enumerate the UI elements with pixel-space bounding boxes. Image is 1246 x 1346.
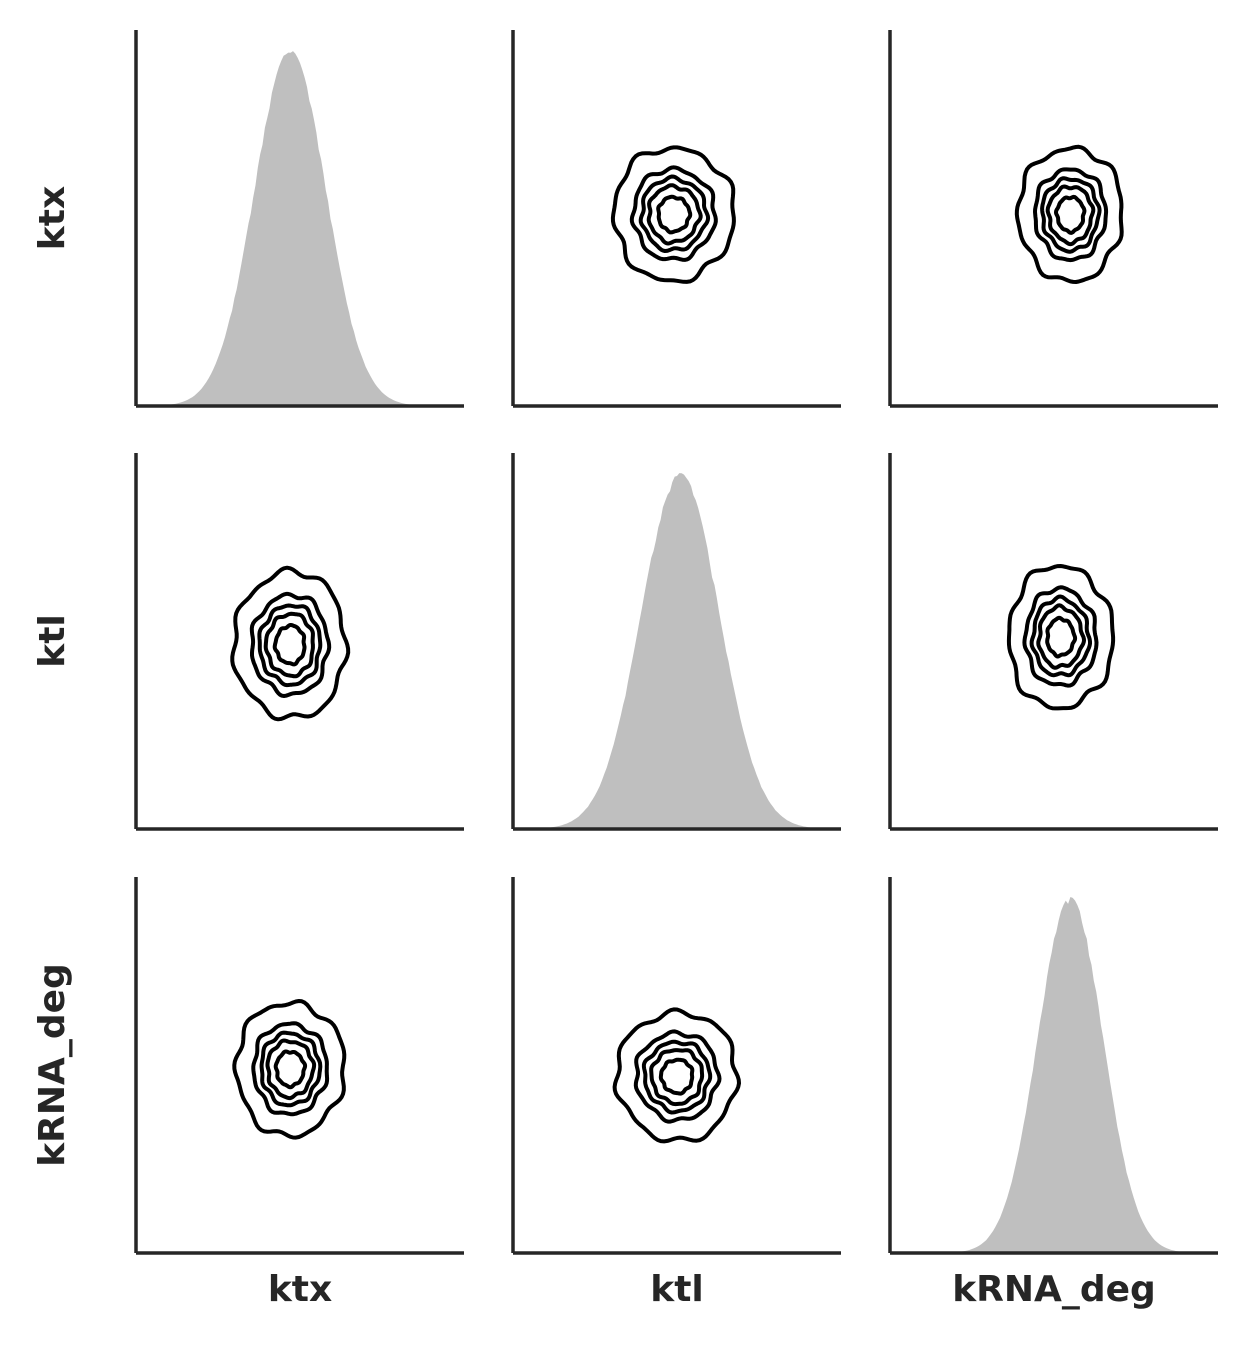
panel-r2-c0-contour-level-4 [265, 1038, 317, 1101]
panel-r2-c0-contour-level-2 [251, 1021, 330, 1117]
panel-r1-c0-contour-level-3 [257, 603, 323, 688]
panel-r0-c1-contour-level-3 [638, 174, 711, 253]
panel-r2-c1-contour-level-2 [633, 1029, 722, 1124]
panel-r1-c2-contour-level-2 [1022, 585, 1099, 688]
panel-r1-c2-contour-level-1 [1006, 564, 1116, 711]
panel-r0-c1-contour-level-2 [629, 165, 718, 262]
panel-r0-c1-contour-level-5 [656, 194, 693, 235]
panel-r0-c2-contour-level-4 [1045, 184, 1096, 247]
panel-r2-c1-contour-level-3 [641, 1039, 713, 1115]
panel-r1-c1-kde-fill [513, 473, 841, 829]
panel-r1-c0-contour-level-1 [230, 565, 351, 722]
x-axis-label-ktx: ktx [268, 1269, 332, 1310]
panel-r2-c0-contour-level-3 [259, 1030, 323, 1108]
panel-r2-c1-contour-level-4 [649, 1048, 705, 1107]
panel-r2-c1-contour-level-1 [612, 1007, 741, 1144]
panel-r1-c0-contour-level-4 [263, 611, 315, 679]
panel-r0-c1-contour-level-4 [646, 183, 703, 246]
panel-r0-c2-contour-level-1 [1014, 144, 1124, 284]
panel-r1-c2-contour-level-4 [1036, 603, 1086, 670]
panel-r2-c0-contour-level-1 [232, 999, 347, 1140]
panel-r0-c0-kde-fill [136, 51, 464, 406]
panel-r1-c0-contour-level-5 [272, 623, 307, 667]
panel-r0-c2-contour-level-2 [1033, 167, 1109, 263]
x-axis-label-ktl: ktl [650, 1269, 704, 1310]
panel-r1-c0-contour-level-2 [249, 591, 332, 698]
y-axis-label-ktl: ktl [32, 614, 73, 668]
panel-r0-c2-contour-level-3 [1040, 176, 1102, 254]
panel-r2-c1-contour-level-5 [658, 1057, 695, 1096]
panel-r2-c0-contour-level-5 [273, 1049, 308, 1090]
panel-r1-c2-contour-level-5 [1045, 615, 1078, 659]
panel-r0-c2-contour-level-5 [1054, 194, 1087, 235]
x-axis-label-kRNA_deg: kRNA_deg [952, 1269, 1156, 1310]
panel-r0-c1-contour-level-1 [610, 145, 736, 284]
y-axis-label-kRNA_deg: kRNA_deg [32, 963, 73, 1167]
panel-r1-c2-contour-level-3 [1029, 594, 1092, 678]
panel-r2-c2-kde-fill [890, 897, 1218, 1253]
y-axis-label-ktx: ktx [32, 186, 73, 250]
